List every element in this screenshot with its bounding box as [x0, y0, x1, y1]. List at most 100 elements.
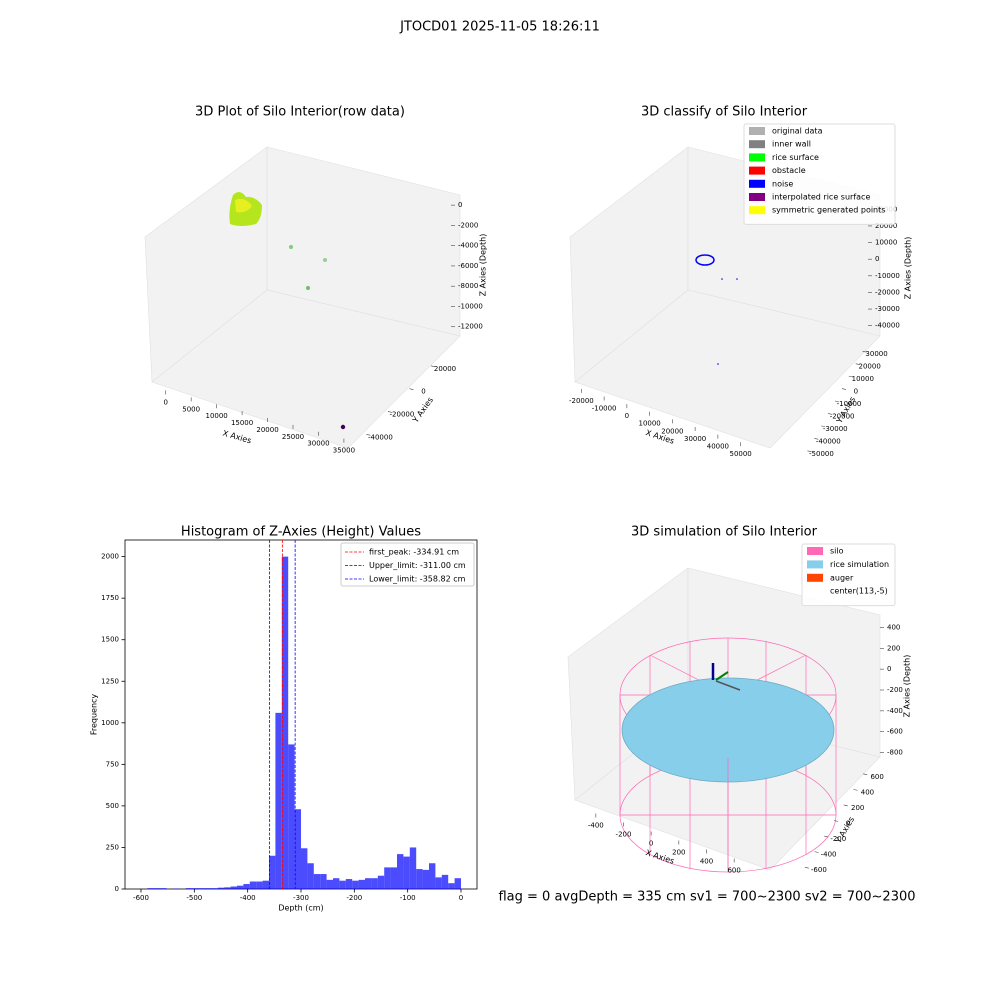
x-tick-label: 200 [672, 849, 685, 857]
legend-label: obstacle [772, 166, 806, 175]
z-tick-label: -20000 [875, 288, 900, 296]
tick-mark [807, 450, 812, 453]
bar [237, 885, 244, 889]
legend-patch [749, 127, 765, 135]
z-axis-label: Z Axies (Depth) [903, 655, 912, 718]
bar [211, 888, 218, 889]
bar [358, 879, 365, 889]
bar [275, 712, 282, 889]
tick-mark [824, 835, 829, 838]
bar [371, 878, 378, 889]
z-tick-label: -10000 [875, 272, 900, 280]
y-tick-label: 0 [854, 388, 858, 396]
y-tick-label: 1000 [101, 719, 119, 727]
y-tick-label: 1500 [101, 636, 119, 644]
tick-mark [843, 804, 848, 807]
z-tick-label: -2000 [458, 221, 478, 229]
footer: flag = 0 avgDepth = 335 cm sv1 = 700~230… [498, 890, 915, 905]
tick-mark [366, 434, 371, 436]
bar [390, 867, 397, 889]
bar [249, 881, 257, 889]
z-axis-label: Z Axies (Depth) [904, 237, 913, 300]
x-tick-label: 30000 [684, 435, 706, 443]
x-tick-label: -500 [186, 894, 202, 902]
y-tick-label: 0 [846, 820, 850, 828]
legend-patch [749, 193, 765, 201]
x-tick-label: -20000 [569, 397, 594, 405]
y-tick-label: 20000 [434, 365, 456, 373]
y-tick-label: -600 [811, 866, 827, 874]
z-tick-label: 0 [458, 201, 462, 209]
z-tick-label: -800 [887, 749, 903, 757]
bar [307, 863, 314, 889]
legend-patch [807, 573, 823, 582]
legend-box [801, 543, 896, 607]
bar [269, 855, 276, 889]
bar [301, 848, 308, 889]
bar [397, 854, 404, 889]
z-tick-label: 0 [887, 665, 891, 673]
bar [294, 809, 301, 889]
bar [429, 863, 436, 889]
legend-label: silo [830, 547, 844, 556]
x-tick-label: 15000 [231, 419, 253, 427]
legend-patch [749, 206, 765, 215]
tick-mark [862, 350, 867, 353]
y-tick-label: 250 [106, 843, 119, 851]
legend-label: symmetric generated points [772, 206, 885, 215]
legend-label: interpolated rice surface [772, 193, 870, 202]
legend-patch [749, 179, 765, 188]
chart-title: 3D simulation of Silo Interior [631, 525, 818, 540]
y-tick-label: -40000 [816, 437, 841, 445]
z-tick-label: 400 [887, 623, 900, 631]
bar [345, 879, 353, 889]
x-tick-label: 10000 [638, 420, 660, 428]
x-tick-label: 400 [700, 858, 713, 866]
y-tick-label: 20000 [859, 363, 881, 371]
bar [416, 869, 423, 889]
tick-mark [430, 365, 436, 368]
z-tick-label: -6000 [458, 262, 478, 270]
bar [147, 888, 154, 889]
legend-patch [807, 587, 823, 596]
z-tick-label: 10000 [875, 239, 897, 247]
z-tick-label: -8000 [458, 282, 478, 290]
chart-title: 3D Plot of Silo Interior(row data) [195, 105, 405, 120]
bar [192, 888, 199, 889]
x-tick-label: 30000 [307, 440, 329, 448]
x-tick-label: 35000 [333, 447, 355, 455]
bar [160, 888, 167, 889]
bar [403, 856, 410, 889]
y-tick-label: -40000 [368, 433, 393, 441]
y-tick-label: 500 [106, 802, 119, 810]
bar [198, 888, 205, 889]
x-tick-label: -400 [588, 822, 604, 830]
y-tick-label: 200 [851, 804, 864, 812]
y-axis-label: Frequency [90, 694, 99, 736]
bar [326, 879, 333, 889]
y-tick-label: 0 [421, 388, 425, 396]
x-tick-label: 600 [727, 867, 740, 875]
z-tick-label: 200 [887, 644, 900, 652]
x-tick-label: -300 [293, 894, 309, 902]
bar [185, 888, 193, 889]
x-tick-label: 20000 [661, 427, 683, 435]
x-tick-label: -10000 [592, 404, 617, 412]
legend-label: rice surface [772, 153, 819, 162]
tick-mark [828, 413, 833, 415]
y-tick-label: -20000 [830, 412, 855, 420]
legend-label: original data [772, 127, 823, 136]
tick-mark [855, 363, 860, 365]
z-tick-label: -12000 [458, 323, 483, 331]
point-cloud [229, 191, 346, 430]
bar [339, 880, 346, 889]
y-tick-label: 750 [106, 760, 119, 768]
x-tick-label: -600 [133, 894, 149, 902]
bar [205, 888, 212, 889]
figure-title: JTOCD01 2025-11-05 18:26:11 [399, 20, 600, 35]
tick-mark [387, 411, 392, 413]
x-tick-label: -400 [240, 894, 256, 902]
y-tick-label: 30000 [865, 350, 887, 358]
panes-1 [144, 146, 461, 449]
